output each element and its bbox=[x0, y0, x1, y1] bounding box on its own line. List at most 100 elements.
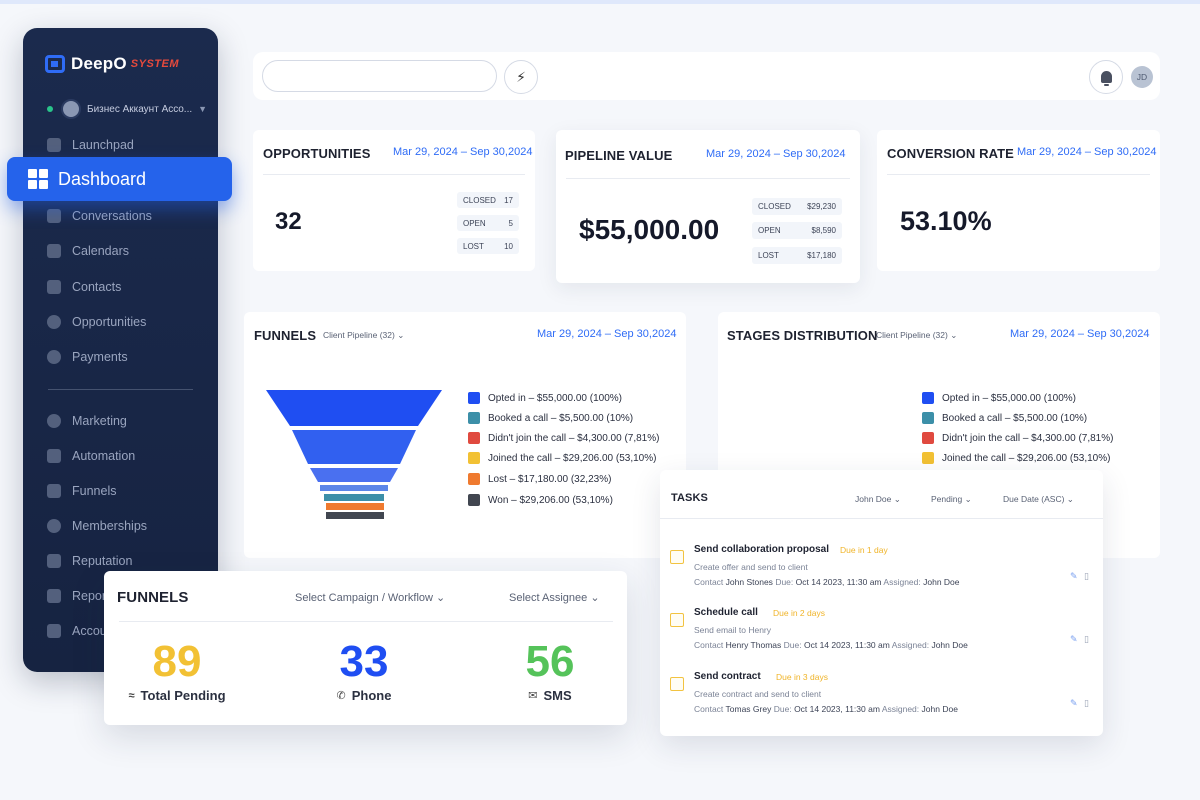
logo-icon bbox=[45, 55, 65, 73]
task-checkbox[interactable] bbox=[670, 613, 684, 627]
funnel-stage-joined-call bbox=[320, 485, 388, 491]
sidebar-item-contacts[interactable]: Contacts bbox=[47, 276, 207, 298]
sidebar-item-payments[interactable]: Payments bbox=[47, 346, 207, 368]
task-title[interactable]: Send contract bbox=[694, 671, 761, 682]
app-logo[interactable]: DeepO SYSTEM bbox=[45, 54, 179, 74]
contact-label: Contact bbox=[694, 704, 724, 714]
sidebar-item-label: Marketing bbox=[72, 414, 127, 428]
sidebar-item-calendars[interactable]: Calendars bbox=[47, 240, 207, 262]
card-divider bbox=[566, 178, 850, 179]
task-description: Send email to Henry bbox=[694, 625, 772, 635]
sidebar-item-label: Conversations bbox=[72, 209, 152, 223]
account-avatar bbox=[61, 99, 81, 119]
edit-icon[interactable]: ✎ bbox=[1070, 698, 1078, 708]
search-input[interactable] bbox=[262, 60, 497, 92]
sidebar-item-conversations[interactable]: Conversations bbox=[47, 205, 207, 227]
panel-title: FUNNELS bbox=[254, 328, 317, 343]
campaign-dropdown[interactable]: Select Campaign / Workflow ⌄ bbox=[295, 591, 445, 604]
legend-item: Lost – $17,180.00 (32,23%) bbox=[468, 473, 611, 485]
legend-label: Didn't join the call – $4,300.00 (7,81%) bbox=[942, 432, 1114, 444]
task-checkbox[interactable] bbox=[670, 677, 684, 691]
legend-swatch bbox=[468, 412, 480, 424]
status-filter[interactable]: Pending ⌄ bbox=[931, 494, 972, 505]
chat-icon bbox=[47, 209, 61, 223]
trash-icon[interactable]: ▯ bbox=[1084, 698, 1089, 708]
task-title[interactable]: Send collaboration proposal bbox=[694, 544, 830, 555]
task-contact: John Stones bbox=[725, 577, 773, 587]
funnel-stage-didnt-join bbox=[310, 468, 398, 482]
legend-label: Won – $29,206.00 (53,10%) bbox=[488, 494, 613, 506]
legend-swatch bbox=[468, 432, 480, 444]
status-filter-label: Pending bbox=[931, 494, 963, 504]
sidebar: DeepO SYSTEM Бизнес Аккаунт Acco... ▼ La… bbox=[23, 28, 218, 672]
legend-swatch bbox=[468, 452, 480, 464]
stat-row-open: OPEN $8,590 bbox=[752, 222, 842, 239]
dashboard-grid-icon bbox=[28, 169, 48, 189]
sms-icon: ✉ bbox=[528, 690, 538, 702]
assignee-dropdown-label: Select Assignee bbox=[509, 592, 588, 604]
card-title: PIPELINE VALUE bbox=[565, 148, 673, 163]
legend-label: Opted in – $55,000.00 (100%) bbox=[488, 392, 622, 404]
sidebar-item-automation[interactable]: Automation bbox=[47, 445, 207, 467]
date-range[interactable]: Mar 29, 2024 – Sep 30,2024 bbox=[1017, 146, 1157, 158]
task-meta: Contact John Stones Due: Oct 14 2023, 11… bbox=[694, 577, 960, 587]
chevron-down-icon: ⌄ bbox=[893, 494, 901, 504]
task-assigned: John Doe bbox=[921, 704, 958, 714]
date-range[interactable]: Mar 29, 2024 – Sep 30,2024 bbox=[1010, 328, 1150, 340]
reputation-icon bbox=[47, 554, 61, 568]
trash-icon[interactable]: ▯ bbox=[1084, 571, 1089, 581]
sidebar-item-reputation[interactable]: Reputation bbox=[47, 550, 207, 572]
pipeline-dropdown-label: Client Pipeline (32) bbox=[876, 330, 948, 340]
sms-label: ✉ SMS bbox=[490, 688, 610, 703]
assignee-dropdown[interactable]: Select Assignee ⌄ bbox=[509, 591, 600, 604]
task-title[interactable]: Schedule call bbox=[694, 607, 758, 618]
date-range[interactable]: Mar 29, 2024 – Sep 30,2024 bbox=[706, 148, 846, 160]
sidebar-item-label: Memberships bbox=[72, 519, 148, 533]
task-due-badge: Due in 3 days bbox=[776, 672, 828, 682]
sidebar-item-launchpad[interactable]: Launchpad bbox=[47, 134, 207, 156]
assigned-label: Assigned: bbox=[881, 704, 920, 714]
date-range[interactable]: Mar 29, 2024 – Sep 30,2024 bbox=[393, 146, 533, 158]
phone-label: ✆ Phone bbox=[304, 688, 424, 703]
pipeline-dropdown[interactable]: Client Pipeline (32) ⌄ bbox=[876, 330, 957, 341]
opportunities-icon bbox=[47, 315, 61, 329]
stat-value: 17 bbox=[504, 195, 513, 205]
funnel-icon bbox=[47, 484, 61, 498]
stat-value: 5 bbox=[508, 218, 513, 228]
user-avatar[interactable]: JD bbox=[1131, 66, 1153, 88]
bell-icon bbox=[1100, 71, 1112, 86]
edit-icon[interactable]: ✎ bbox=[1070, 634, 1078, 644]
account-switcher[interactable]: Бизнес Аккаунт Acco... ▼ bbox=[47, 98, 207, 120]
sidebar-item-label: Opportunities bbox=[72, 315, 147, 329]
notifications-button[interactable] bbox=[1089, 60, 1123, 94]
edit-icon[interactable]: ✎ bbox=[1070, 571, 1078, 581]
opportunities-card: OPPORTUNITIES Mar 29, 2024 – Sep 30,2024… bbox=[253, 130, 535, 271]
sidebar-item-opportunities[interactable]: Opportunities bbox=[47, 311, 207, 333]
chevron-down-icon: ⌄ bbox=[950, 330, 958, 340]
assignee-filter[interactable]: John Doe ⌄ bbox=[855, 494, 901, 505]
date-range[interactable]: Mar 29, 2024 – Sep 30,2024 bbox=[537, 328, 677, 340]
sidebar-item-label: Funnels bbox=[72, 484, 117, 498]
trash-icon[interactable]: ▯ bbox=[1084, 634, 1089, 644]
legend-label: Didn't join the call – $4,300.00 (7,81%) bbox=[488, 432, 660, 444]
payments-icon bbox=[47, 350, 61, 364]
quick-action-button[interactable]: ⚡ bbox=[504, 60, 538, 94]
task-checkbox[interactable] bbox=[670, 550, 684, 564]
sidebar-item-memberships[interactable]: Memberships bbox=[47, 515, 207, 537]
sort-filter[interactable]: Due Date (ASC) ⌄ bbox=[1003, 494, 1074, 505]
pending-icon: ≈ bbox=[128, 689, 135, 702]
task-due-badge: Due in 1 day bbox=[840, 545, 888, 555]
stat-label: LOST bbox=[463, 241, 484, 251]
stat-row-lost: LOST 10 bbox=[457, 238, 519, 254]
due-label: Due: bbox=[783, 640, 802, 650]
pipeline-dropdown[interactable]: Client Pipeline (32) ⌄ bbox=[323, 330, 404, 341]
sidebar-item-funnels[interactable]: Funnels bbox=[47, 480, 207, 502]
sidebar-item-marketing[interactable]: Marketing bbox=[47, 410, 207, 432]
reporting-icon bbox=[47, 589, 61, 603]
bolt-icon: ⚡ bbox=[516, 68, 526, 85]
funnel-stage-opted-in bbox=[266, 390, 442, 426]
task-contact: Tomas Grey bbox=[725, 704, 772, 714]
funnel-stats-panel: FUNNELS Select Campaign / Workflow ⌄ Sel… bbox=[104, 571, 627, 725]
opportunities-total: 32 bbox=[275, 208, 302, 235]
sidebar-item-dashboard[interactable]: Dashboard bbox=[7, 157, 232, 201]
